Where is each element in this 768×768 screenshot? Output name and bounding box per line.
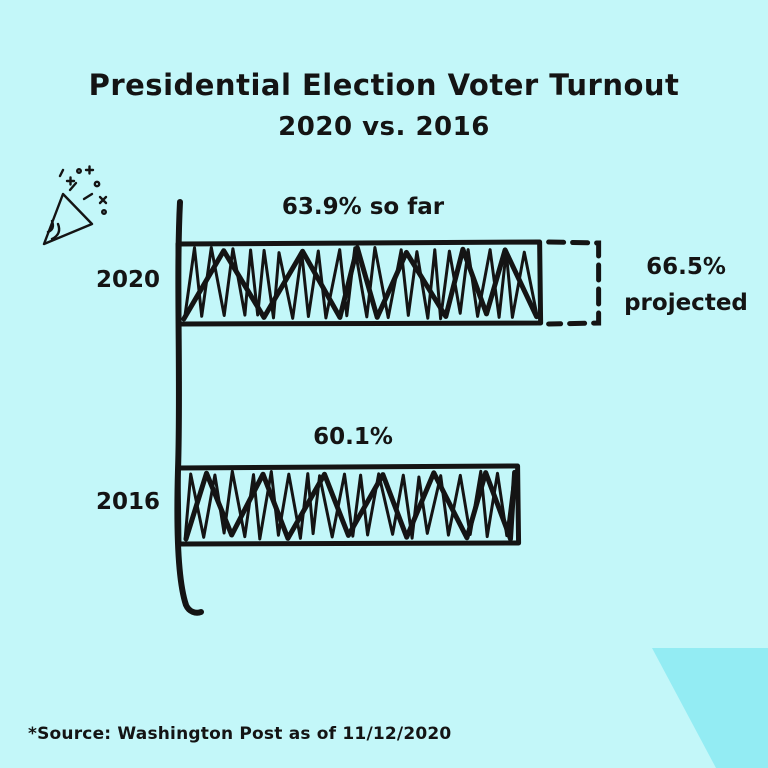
bar-value-label-2020: 63.9% so far xyxy=(281,194,445,220)
category-label-2020: 2020 xyxy=(96,267,161,293)
party-popper-icon xyxy=(42,165,108,246)
chart-title: Presidential Election Voter Turnout xyxy=(88,68,680,102)
bar-2020 xyxy=(175,239,544,327)
source-note: *Source: Washington Post as of 11/12/202… xyxy=(28,724,452,744)
corner-accent xyxy=(652,648,768,768)
bars-layer xyxy=(175,239,602,547)
bar-2016 xyxy=(175,463,522,547)
projection-dashed-box xyxy=(546,239,602,327)
projection-label-text: projected xyxy=(624,290,748,316)
y-axis-line xyxy=(174,199,204,616)
bar-value-label-2016: 60.1% xyxy=(313,424,393,450)
category-label-2016: 2016 xyxy=(96,489,161,515)
chart-subtitle: 2020 vs. 2016 xyxy=(278,112,490,142)
projection-label-value: 66.5% xyxy=(646,254,726,280)
